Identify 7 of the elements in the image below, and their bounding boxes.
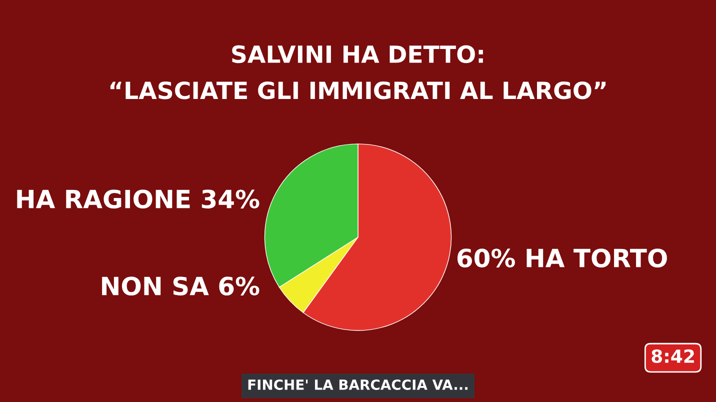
chart-title: SALVINI HA DETTO: — [232, 45, 483, 64]
text: 8:42 — [652, 349, 694, 364]
text: FINCHE' LA BARCACCIA VA... — [248, 379, 468, 390]
slice-label: 60% HA TORTO — [457, 248, 667, 268]
slice-label: NON SA 6% — [102, 276, 260, 296]
chart-subtitle: “LASCIATE GLI IMMIGRATI AL LARGO” — [110, 81, 606, 100]
slice-label: HA RAGIONE 34% — [17, 190, 260, 208]
